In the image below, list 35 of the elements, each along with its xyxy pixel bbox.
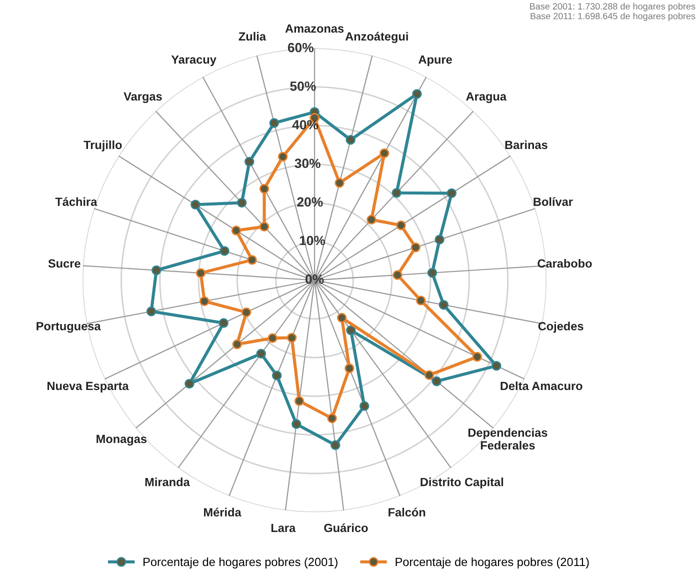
spoke-label: Lara xyxy=(271,524,296,532)
y-tick-label: 50% xyxy=(290,82,316,91)
spoke-label: Aragua xyxy=(466,92,507,103)
spoke-label: Nueva Esparta xyxy=(48,382,129,392)
spoke-label: Mérida xyxy=(204,508,242,516)
spoke-label: Monagas xyxy=(96,434,146,446)
spoke-label: Carabobo xyxy=(538,258,592,268)
spoke-label: Sucre xyxy=(48,259,80,268)
spoke-label: Trujillo xyxy=(84,140,122,152)
text: Base 2011: 1.698.645 de hogares pobres xyxy=(530,12,696,22)
spoke-label: Yaracuy xyxy=(171,55,216,66)
spoke-label: Falcón xyxy=(388,508,426,516)
spoke-label: Zulia xyxy=(238,32,266,41)
y-tick-label: 20% xyxy=(297,197,323,207)
y-tick-label: 10% xyxy=(300,236,326,246)
spoke-label: Guárico xyxy=(324,523,368,532)
spoke-label: Barinas xyxy=(505,140,548,150)
spoke-label: Anzoátegui xyxy=(345,32,408,44)
y-tick-label: 0% xyxy=(306,274,324,284)
spoke-label: Cojedes xyxy=(538,322,584,333)
y-tick-label: 30% xyxy=(294,158,320,168)
legend-label: Porcentaje de hogares pobres (2001) xyxy=(144,557,338,568)
text: Base 2001: 1.730.288 de hogares pobres xyxy=(530,2,696,12)
spoke-label: Dependencias Federales xyxy=(468,428,548,450)
spoke-label: Delta Amacuro xyxy=(500,381,582,390)
spoke-label: Miranda xyxy=(145,478,190,486)
spoke-label: Portuguesa xyxy=(36,322,101,333)
spoke-label: Distrito Capital xyxy=(420,478,504,489)
spoke-label: Táchira xyxy=(55,197,98,206)
spoke-label: Vargas xyxy=(124,92,162,103)
spoke-label: Apure xyxy=(418,55,452,66)
spoke-label: Bolívar xyxy=(534,197,573,206)
spoke-label: Amazonas xyxy=(285,24,344,33)
y-tick-label: 60% xyxy=(288,42,314,52)
legend-label: Porcentaje de hogares pobres (2011) xyxy=(396,557,589,568)
